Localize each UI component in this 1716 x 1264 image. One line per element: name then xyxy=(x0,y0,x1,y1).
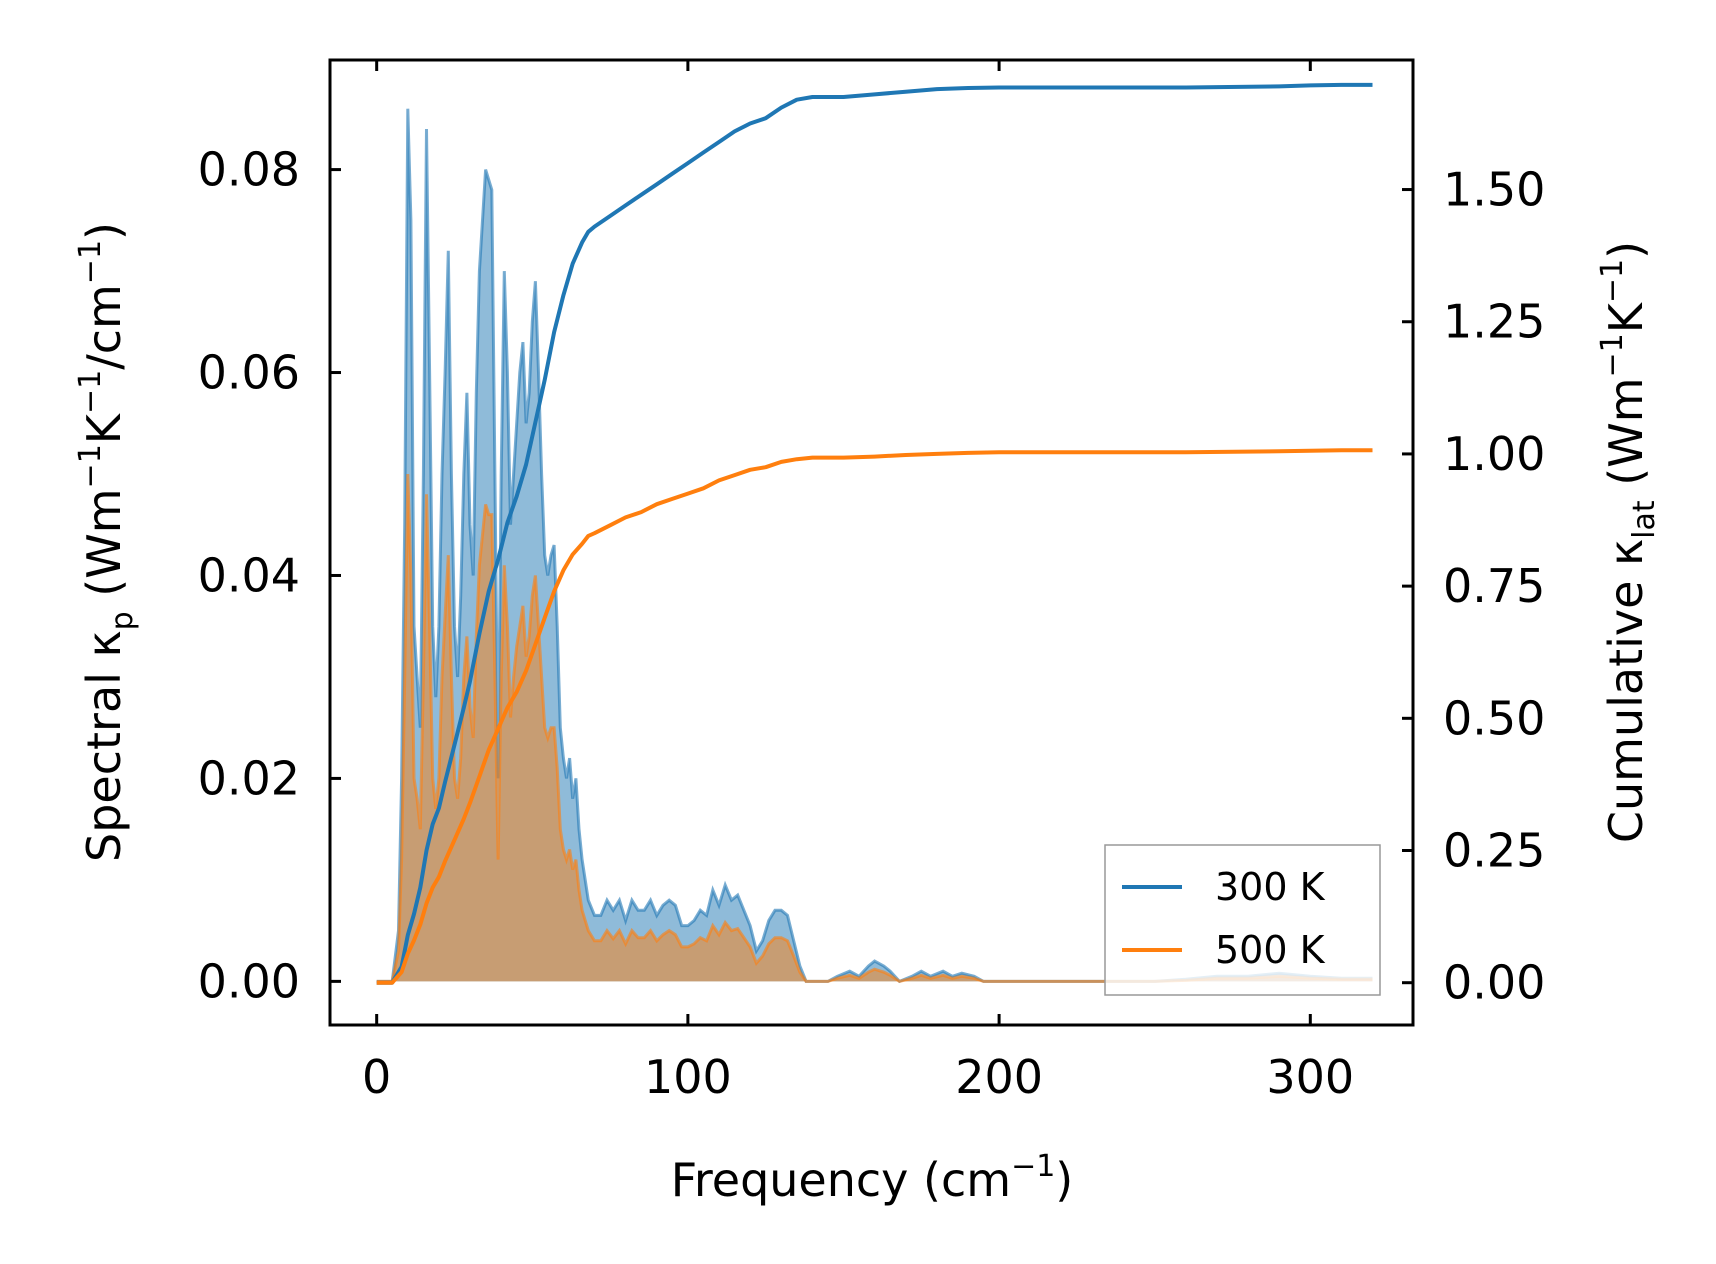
y-right-tick-label: 1.00 xyxy=(1443,427,1545,481)
y-right-title-sub: lat xyxy=(1627,500,1662,539)
x-tick-label: 300 xyxy=(1266,1050,1354,1104)
y-left-title-text2: (Wm xyxy=(77,488,131,611)
legend-label-300k: 300 K xyxy=(1215,865,1326,909)
y-right-tick-label: 0.00 xyxy=(1443,956,1545,1010)
x-tick-label: 0 xyxy=(362,1050,391,1104)
spectral-area-500k xyxy=(376,474,1373,982)
legend: 300 K 500 K xyxy=(1104,844,1381,996)
y-right-tick-label: 0.75 xyxy=(1443,559,1545,613)
spectral-line-500k xyxy=(376,473,1373,984)
y-left-tick-label: 0.08 xyxy=(198,143,300,197)
x-tick-label: 200 xyxy=(955,1050,1043,1104)
y-left-tick-label: 0.02 xyxy=(198,751,300,805)
y-left-title-text1: Spectral κ xyxy=(77,630,131,862)
x-axis-title-text: Frequency (cm xyxy=(671,1153,1011,1207)
y-right-title-sup1: −1 xyxy=(1595,333,1630,377)
y-left-title-sub: p xyxy=(105,611,140,630)
y-right-title-text1: Cumulative κ xyxy=(1599,539,1653,843)
y-right-tick-label: 1.50 xyxy=(1443,163,1545,217)
plot-frame xyxy=(328,58,1415,1027)
y-right-title-sup2: −1 xyxy=(1595,259,1630,303)
y-left-title-text5: ) xyxy=(77,222,131,240)
y-left-title-sup2: −1 xyxy=(73,370,108,414)
x-axis-title-close: ) xyxy=(1055,1153,1073,1207)
legend-label-500k: 500 K xyxy=(1215,928,1326,972)
y-right-axis-title: Cumulative κlat (Wm−1K−1) xyxy=(1595,241,1662,843)
x-axis-title: Frequency (cm−1) xyxy=(671,1149,1074,1207)
y-left-tick-label: 0.00 xyxy=(198,954,300,1008)
y-left-title-sup3: −1 xyxy=(73,240,108,284)
y-left-axis-title: Spectral κp (Wm−1K−1/cm−1) xyxy=(73,222,140,862)
tick-layer: 0 100 200 300 0.00 0.02 0.04 0.06 0.08 0.00 0.25 0.… xyxy=(198,60,1545,1104)
y-right-tick-label: 0.25 xyxy=(1443,824,1545,878)
y-left-title-text3: K xyxy=(77,412,131,444)
legend-box xyxy=(1104,844,1381,996)
y-right-title-text3: K xyxy=(1599,301,1653,333)
y-right-title-text2: (Wm xyxy=(1599,377,1653,500)
y-left-title-sup1: −1 xyxy=(73,444,108,488)
x-tick-label: 100 xyxy=(644,1050,732,1104)
cumulative-line-300k xyxy=(376,82,1373,985)
y-left-title-text4: /cm xyxy=(77,284,131,370)
spectral-line-300k xyxy=(376,108,1373,984)
y-right-tick-label: 1.25 xyxy=(1443,295,1545,349)
plot-layer xyxy=(376,82,1373,985)
x-axis-title-sup: −1 xyxy=(1011,1149,1055,1184)
y-right-title-text4: ) xyxy=(1599,241,1653,259)
cumulative-line-500k xyxy=(376,448,1373,985)
y-left-tick-label: 0.06 xyxy=(198,346,300,400)
y-right-tick-label: 0.50 xyxy=(1443,691,1545,745)
y-left-tick-label: 0.04 xyxy=(198,548,300,602)
